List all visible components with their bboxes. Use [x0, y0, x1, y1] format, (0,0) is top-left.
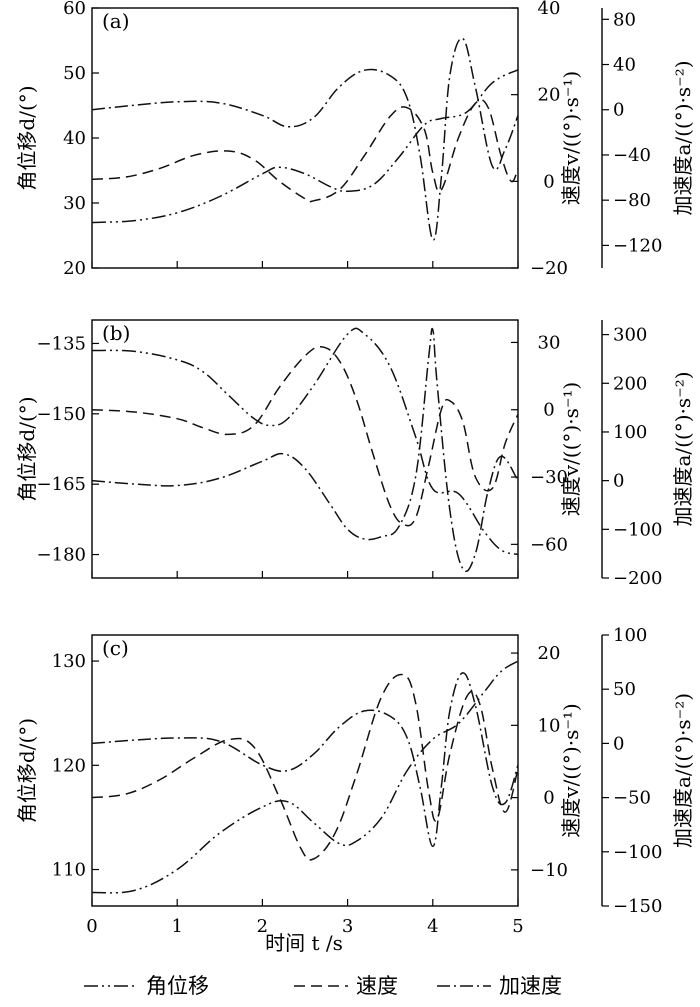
right1-axis-label: 速度v/((°)·s⁻¹)	[559, 71, 583, 205]
right2-tick-label: −100	[613, 519, 662, 540]
series-line-dashed	[91, 673, 519, 861]
right2-tick-label: −120	[613, 235, 662, 256]
plot-frame	[91, 319, 519, 579]
right2-axis-label: 加速度a/((°)·s⁻²)	[671, 371, 695, 526]
series-line-dashdot	[91, 327, 519, 573]
right1-axis-label: 速度v/((°)·s⁻¹)	[559, 382, 583, 516]
left-tick-label: 40	[63, 128, 86, 149]
plot-frame	[91, 634, 519, 907]
series-line-dashed	[91, 346, 519, 527]
right1-axis-label: 速度v/((°)·s⁻¹)	[559, 703, 583, 837]
right2-tick-label: −80	[613, 190, 651, 211]
right1-tick-label: −30	[530, 467, 568, 488]
series-line-dashdotdot	[91, 327, 519, 556]
left-tick-label: 30	[63, 193, 86, 214]
x-tick-label: 1	[171, 916, 182, 937]
x-tick-label: 4	[427, 916, 438, 937]
left-tick-label: −180	[37, 545, 86, 566]
panel-label: (a)	[102, 9, 130, 33]
legend: 角位移 速度 加速度	[84, 974, 562, 998]
x-tick-label: 2	[257, 916, 268, 937]
left-axis-label: 角位移d/(°)	[15, 718, 39, 823]
left-tick-label: −165	[37, 474, 86, 495]
left-tick-label: 60	[63, 0, 86, 19]
right2-tick-label: 300	[613, 325, 647, 346]
right2-tick-label: 100	[613, 422, 647, 443]
left-tick-label: 110	[52, 860, 86, 881]
right2-axis-label: 加速度a/((°)·s⁻²)	[671, 60, 695, 215]
panel-label: (c)	[102, 636, 129, 660]
right1-tick-label: 20	[538, 85, 561, 106]
panel-a: 20 30 40 50 60 角位移d/(°) −20 0 20 40 速度v/((°)·s⁻¹) −…	[15, 0, 695, 279]
panel-c: 0 1 2 3 4 5110120130角位移d/(°)−1001020速度v/((°)·…	[15, 625, 695, 937]
right1-tick-label: −20	[530, 258, 568, 279]
right2-tick-label: −100	[613, 842, 662, 863]
right2-tick-label: 0	[613, 100, 624, 121]
left-tick-label: −135	[37, 333, 86, 354]
legend-label: 加速度	[499, 974, 562, 998]
right2-axis-label: 加速度a/((°)·s⁻²)	[671, 693, 695, 848]
series-line-dashed	[91, 99, 519, 203]
series-line-dashdotdot	[91, 69, 519, 224]
plot-frame	[91, 7, 519, 269]
right2-tick-label: −200	[613, 568, 662, 589]
right1-tick-label: 0	[543, 788, 554, 809]
x-tick-label: 0	[86, 916, 97, 937]
series-line-dashdot	[91, 672, 519, 848]
right2-tick-label: 200	[613, 373, 647, 394]
left-tick-label: −150	[37, 404, 86, 425]
series-line-dashdot	[91, 37, 519, 241]
right2-tick-label: 100	[613, 625, 647, 646]
right2-tick-label: 0	[613, 733, 624, 754]
panel-b: −180 −165 −150 −135 角位移d/(°) −60 −30 0 30 速度v/((°…	[15, 319, 695, 589]
left-axis-label: 角位移d/(°)	[15, 396, 39, 501]
right2-tick-label: 80	[613, 9, 636, 30]
right1-tick-label: −10	[530, 860, 568, 881]
right2-tick-label: 50	[613, 679, 636, 700]
legend-label: 速度	[356, 974, 398, 998]
right1-tick-label: 10	[538, 715, 561, 736]
right1-tick-label: −60	[530, 534, 568, 555]
x-tick-label: 3	[342, 916, 353, 937]
left-tick-label: 50	[63, 63, 86, 84]
right1-tick-label: 0	[543, 171, 554, 192]
right1-tick-label: 0	[543, 400, 554, 421]
x-tick-label: 5	[512, 916, 523, 937]
right2-tick-label: 0	[613, 471, 624, 492]
right2-tick-label: −40	[613, 145, 651, 166]
series-line-dashdotdot	[91, 660, 519, 894]
right2-tick-label: 40	[613, 55, 636, 76]
left-axis-label: 角位移d/(°)	[15, 85, 39, 190]
right1-tick-label: 40	[538, 0, 561, 19]
right1-tick-label: 30	[538, 332, 561, 353]
legend-label: 角位移	[146, 974, 209, 998]
panels-group: 2030405060角位移d/(°)−2002040速度v/((°)·s⁻¹)−…	[15, 0, 695, 937]
left-tick-label: 120	[52, 755, 86, 776]
right2-tick-label: −150	[613, 896, 662, 917]
right1-tick-label: 20	[538, 643, 561, 664]
x-axis-label: 时间 t /s	[265, 931, 343, 955]
panel-label: (b)	[102, 321, 130, 345]
left-tick-label: 130	[52, 651, 86, 672]
left-tick-label: 20	[63, 258, 86, 279]
right2-tick-label: −50	[613, 788, 651, 809]
